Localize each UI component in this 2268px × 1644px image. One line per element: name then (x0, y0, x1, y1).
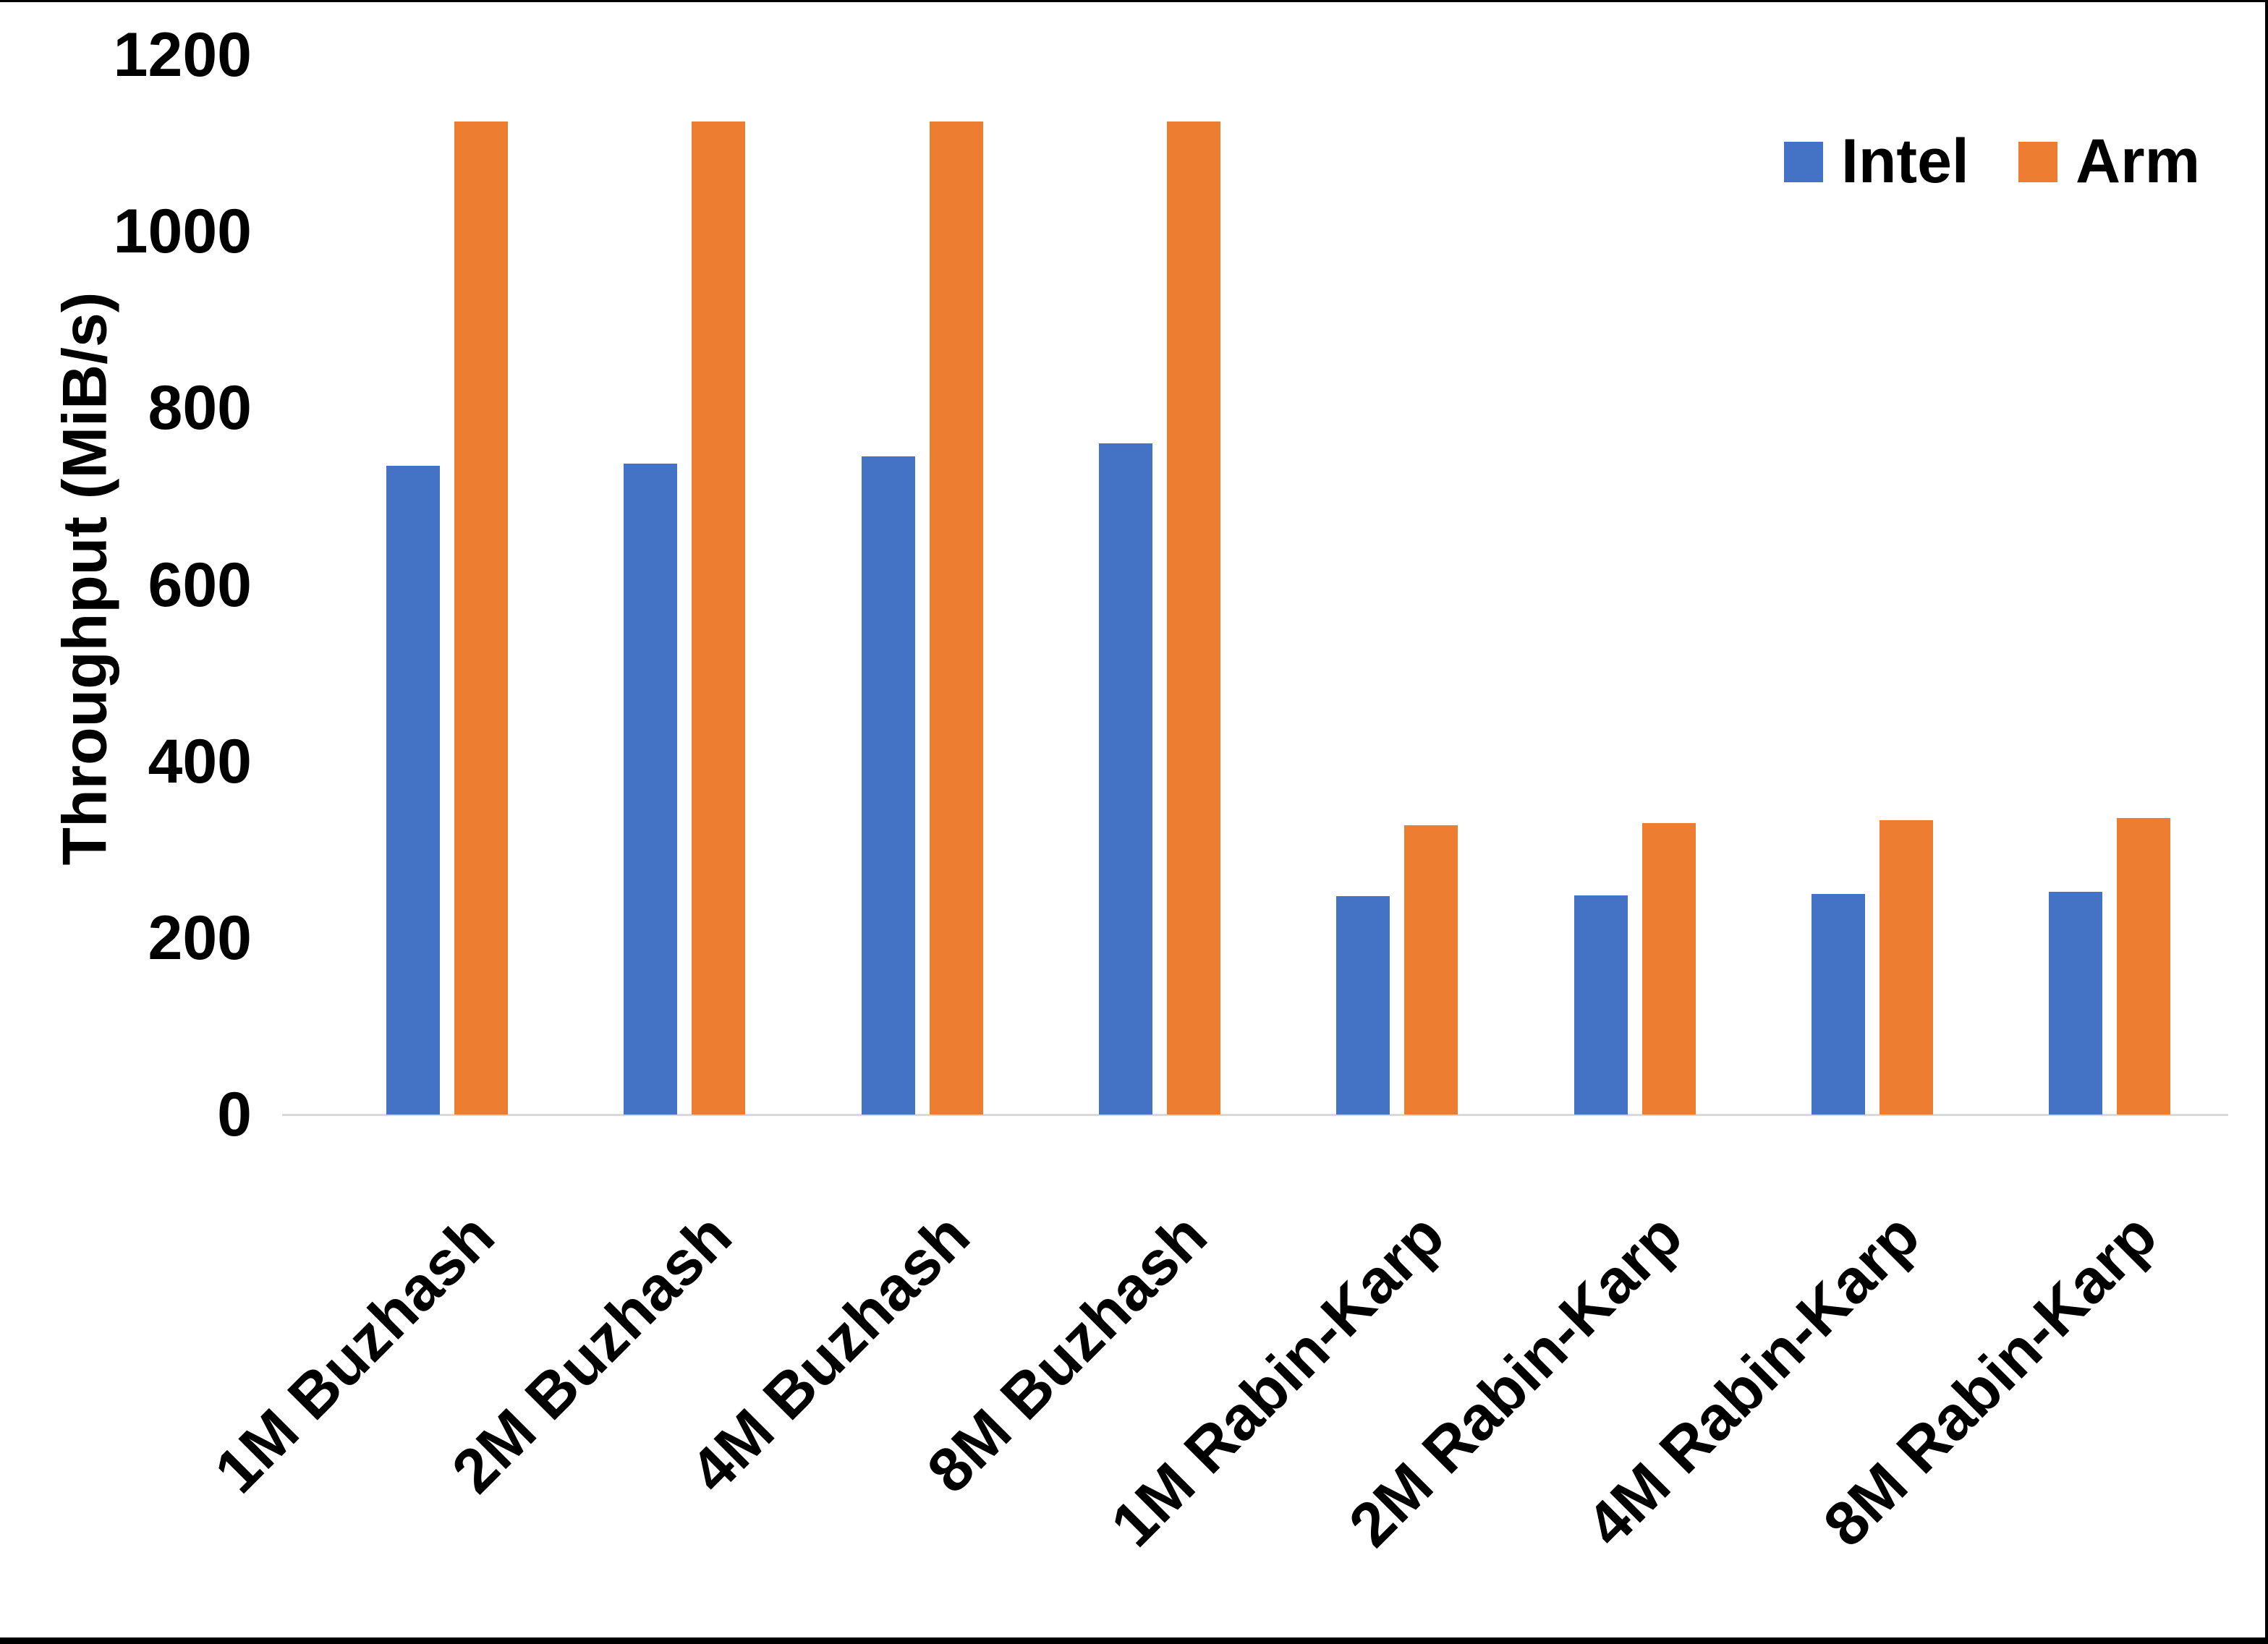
bar-intel-1m-rabin-karp (1336, 896, 1390, 1115)
bar-arm-8m-rabin-karp (2117, 818, 2170, 1115)
y-tick-label-200: 200 (148, 903, 252, 973)
y-tick-label-400: 400 (148, 726, 252, 796)
y-tick-label-800: 800 (148, 373, 252, 443)
bar-arm-4m-rabin-karp (1880, 820, 1933, 1115)
bar-arm-1m-rabin-karp (1404, 825, 1458, 1115)
bar-arm-2m-rabin-karp (1642, 823, 1696, 1115)
bar-intel-4m-rabin-karp (1812, 894, 1865, 1115)
legend-swatch-arm (2018, 142, 2057, 182)
y-tick-label-600: 600 (148, 550, 252, 620)
x-axis-line (282, 1114, 2228, 1116)
bar-intel-2m-rabin-karp (1574, 895, 1628, 1115)
legend-item-arm: Arm (2018, 127, 2201, 196)
bar-intel-8m-rabin-karp (2049, 892, 2102, 1115)
bar-arm-4m-buzhash (930, 122, 983, 1115)
figure-bottom-border (0, 1637, 2268, 1644)
bar-arm-8m-buzhash (1167, 122, 1220, 1115)
legend-label-intel: Intel (1841, 127, 1969, 196)
figure-top-border (0, 0, 2268, 2)
bar-intel-4m-buzhash (862, 456, 915, 1115)
y-tick-label-1200: 1200 (113, 20, 252, 90)
legend-label-arm: Arm (2076, 127, 2201, 196)
legend-item-intel: Intel (1784, 127, 1969, 196)
bar-intel-2m-buzhash (624, 464, 677, 1115)
bar-intel-8m-buzhash (1099, 443, 1152, 1115)
y-tick-label-1000: 1000 (113, 197, 252, 267)
figure-right-border (2265, 0, 2268, 1644)
bar-intel-1m-buzhash (386, 466, 440, 1115)
legend-swatch-intel (1784, 142, 1823, 182)
bar-arm-2m-buzhash (692, 122, 745, 1115)
bar-arm-1m-buzhash (454, 122, 508, 1115)
y-tick-label-0: 0 (217, 1080, 252, 1149)
